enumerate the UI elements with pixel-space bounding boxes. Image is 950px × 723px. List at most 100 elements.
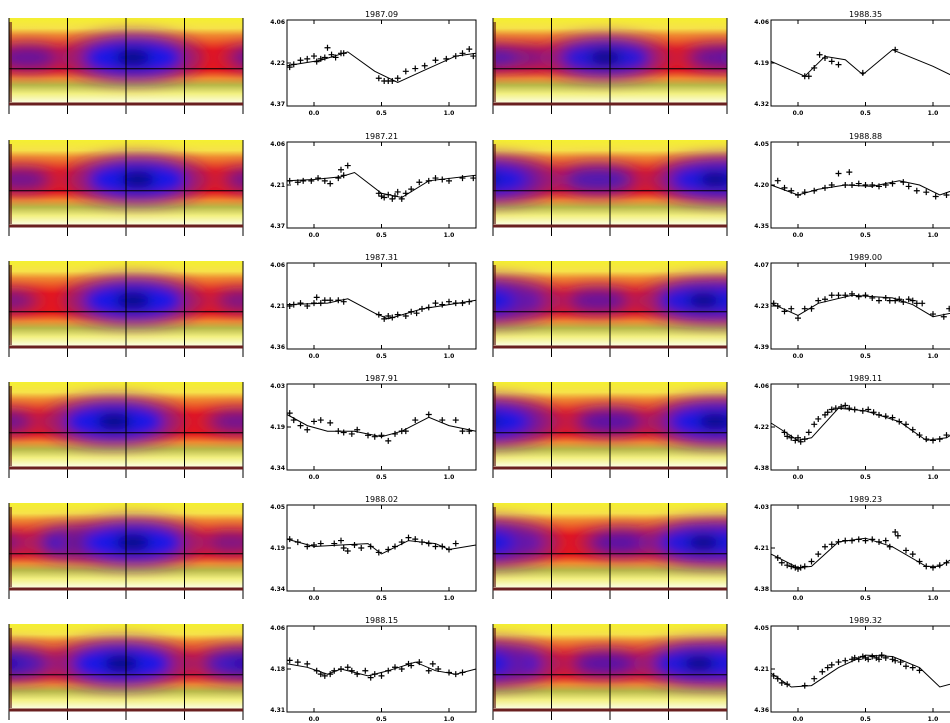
y-tick-label: 4.22 (270, 60, 285, 67)
observation-point (808, 305, 815, 312)
observation-point (873, 654, 880, 661)
observation-point (308, 177, 315, 184)
observation-point (338, 166, 344, 173)
x-tick-label: 1.0 (928, 474, 939, 481)
observation-point (801, 563, 808, 570)
plot-frame (770, 19, 950, 107)
observation-point (321, 54, 328, 61)
observation-point (876, 411, 882, 418)
y-tick-label: 4.06 (270, 262, 285, 269)
observation-point (811, 187, 818, 194)
model-curve (770, 537, 950, 569)
observation-point (459, 175, 466, 182)
observation-point (446, 298, 452, 305)
spot-core (344, 410, 409, 434)
observation-point (327, 671, 334, 678)
spot (323, 646, 419, 680)
observation-point (375, 311, 382, 318)
observation-point (849, 656, 855, 663)
spot-core (812, 410, 877, 434)
spot-core (9, 411, 33, 432)
observation-point (894, 532, 901, 539)
observation-point (317, 55, 324, 62)
observation-point (392, 430, 398, 437)
spot-umbra (932, 414, 950, 429)
observation-point (801, 682, 808, 689)
x-tick-label: 0.0 (309, 353, 320, 360)
observation-point (788, 434, 795, 441)
observation-point (905, 183, 912, 190)
spot (872, 519, 950, 567)
y-tick-label: 4.32 (754, 101, 769, 108)
observation-point (402, 428, 409, 435)
light-curve-1987.31: 1987.31 4.06 4.21 4.36 0.0 0.5 1.0 (270, 253, 477, 360)
observation-point (317, 671, 324, 678)
observation-point (290, 301, 297, 308)
observation-point (392, 193, 398, 200)
observation-point (788, 187, 795, 194)
observation-point (304, 426, 311, 433)
spot-umbra (589, 50, 622, 65)
spot-core (563, 166, 633, 193)
observation-point (470, 175, 477, 182)
spot-core (568, 289, 629, 312)
observation-point (452, 417, 459, 424)
observation-point (923, 563, 930, 570)
observation-point (466, 298, 473, 305)
observation-point (398, 666, 405, 672)
spot-umbra (349, 293, 385, 309)
observation-point (419, 305, 425, 312)
observation-point (402, 313, 409, 320)
observation-point (822, 543, 828, 550)
surface-map-1989.11 (344, 382, 950, 478)
spot-core (231, 48, 243, 67)
observation-point (859, 69, 866, 76)
spot (883, 156, 950, 204)
observation-point (408, 186, 415, 193)
spot (796, 404, 892, 438)
x-tick-label: 1.0 (444, 232, 455, 239)
observation-point (335, 428, 342, 435)
observation-point (398, 195, 405, 202)
observation-point (394, 188, 401, 195)
observation-point (781, 429, 788, 436)
observation-point (940, 313, 947, 320)
observation-point (344, 547, 351, 554)
observation-point (811, 675, 818, 682)
observation-point (835, 292, 842, 299)
x-tick-label: 0.5 (376, 353, 387, 360)
observation-point (311, 418, 317, 425)
y-tick-label: 4.07 (754, 262, 769, 269)
observation-point (459, 669, 466, 676)
surface-map-1988.35 (492, 18, 728, 114)
spot-core (892, 526, 950, 559)
observation-point (381, 315, 388, 322)
observation-point (819, 668, 826, 675)
spot-core (887, 647, 950, 680)
observation-point (835, 659, 842, 666)
observation-point (774, 177, 781, 184)
observation-point (371, 433, 378, 440)
plot-frame (770, 141, 950, 229)
observation-point (797, 564, 804, 571)
observation-point (900, 179, 907, 186)
observation-point (851, 406, 858, 413)
observation-point (916, 558, 923, 565)
observation-point (781, 184, 788, 191)
spot-umbra (349, 50, 385, 66)
observation-point (317, 540, 324, 547)
observation-point (443, 55, 450, 62)
map-edge (9, 628, 12, 708)
observation-point (916, 432, 923, 439)
observation-point (805, 73, 812, 80)
light-curve-1989.11: 1989.11 4.06 4.22 4.38 0.0 0.5 1.0 (754, 374, 950, 481)
spot (791, 646, 887, 680)
observation-point (838, 403, 845, 410)
spot-umbra (698, 413, 727, 430)
observation-point (770, 300, 777, 307)
y-tick-label: 4.22 (754, 424, 769, 431)
observation-point (459, 50, 466, 57)
observation-point (412, 65, 419, 72)
observation-point (936, 562, 943, 569)
x-tick-label: 0.0 (793, 110, 804, 117)
